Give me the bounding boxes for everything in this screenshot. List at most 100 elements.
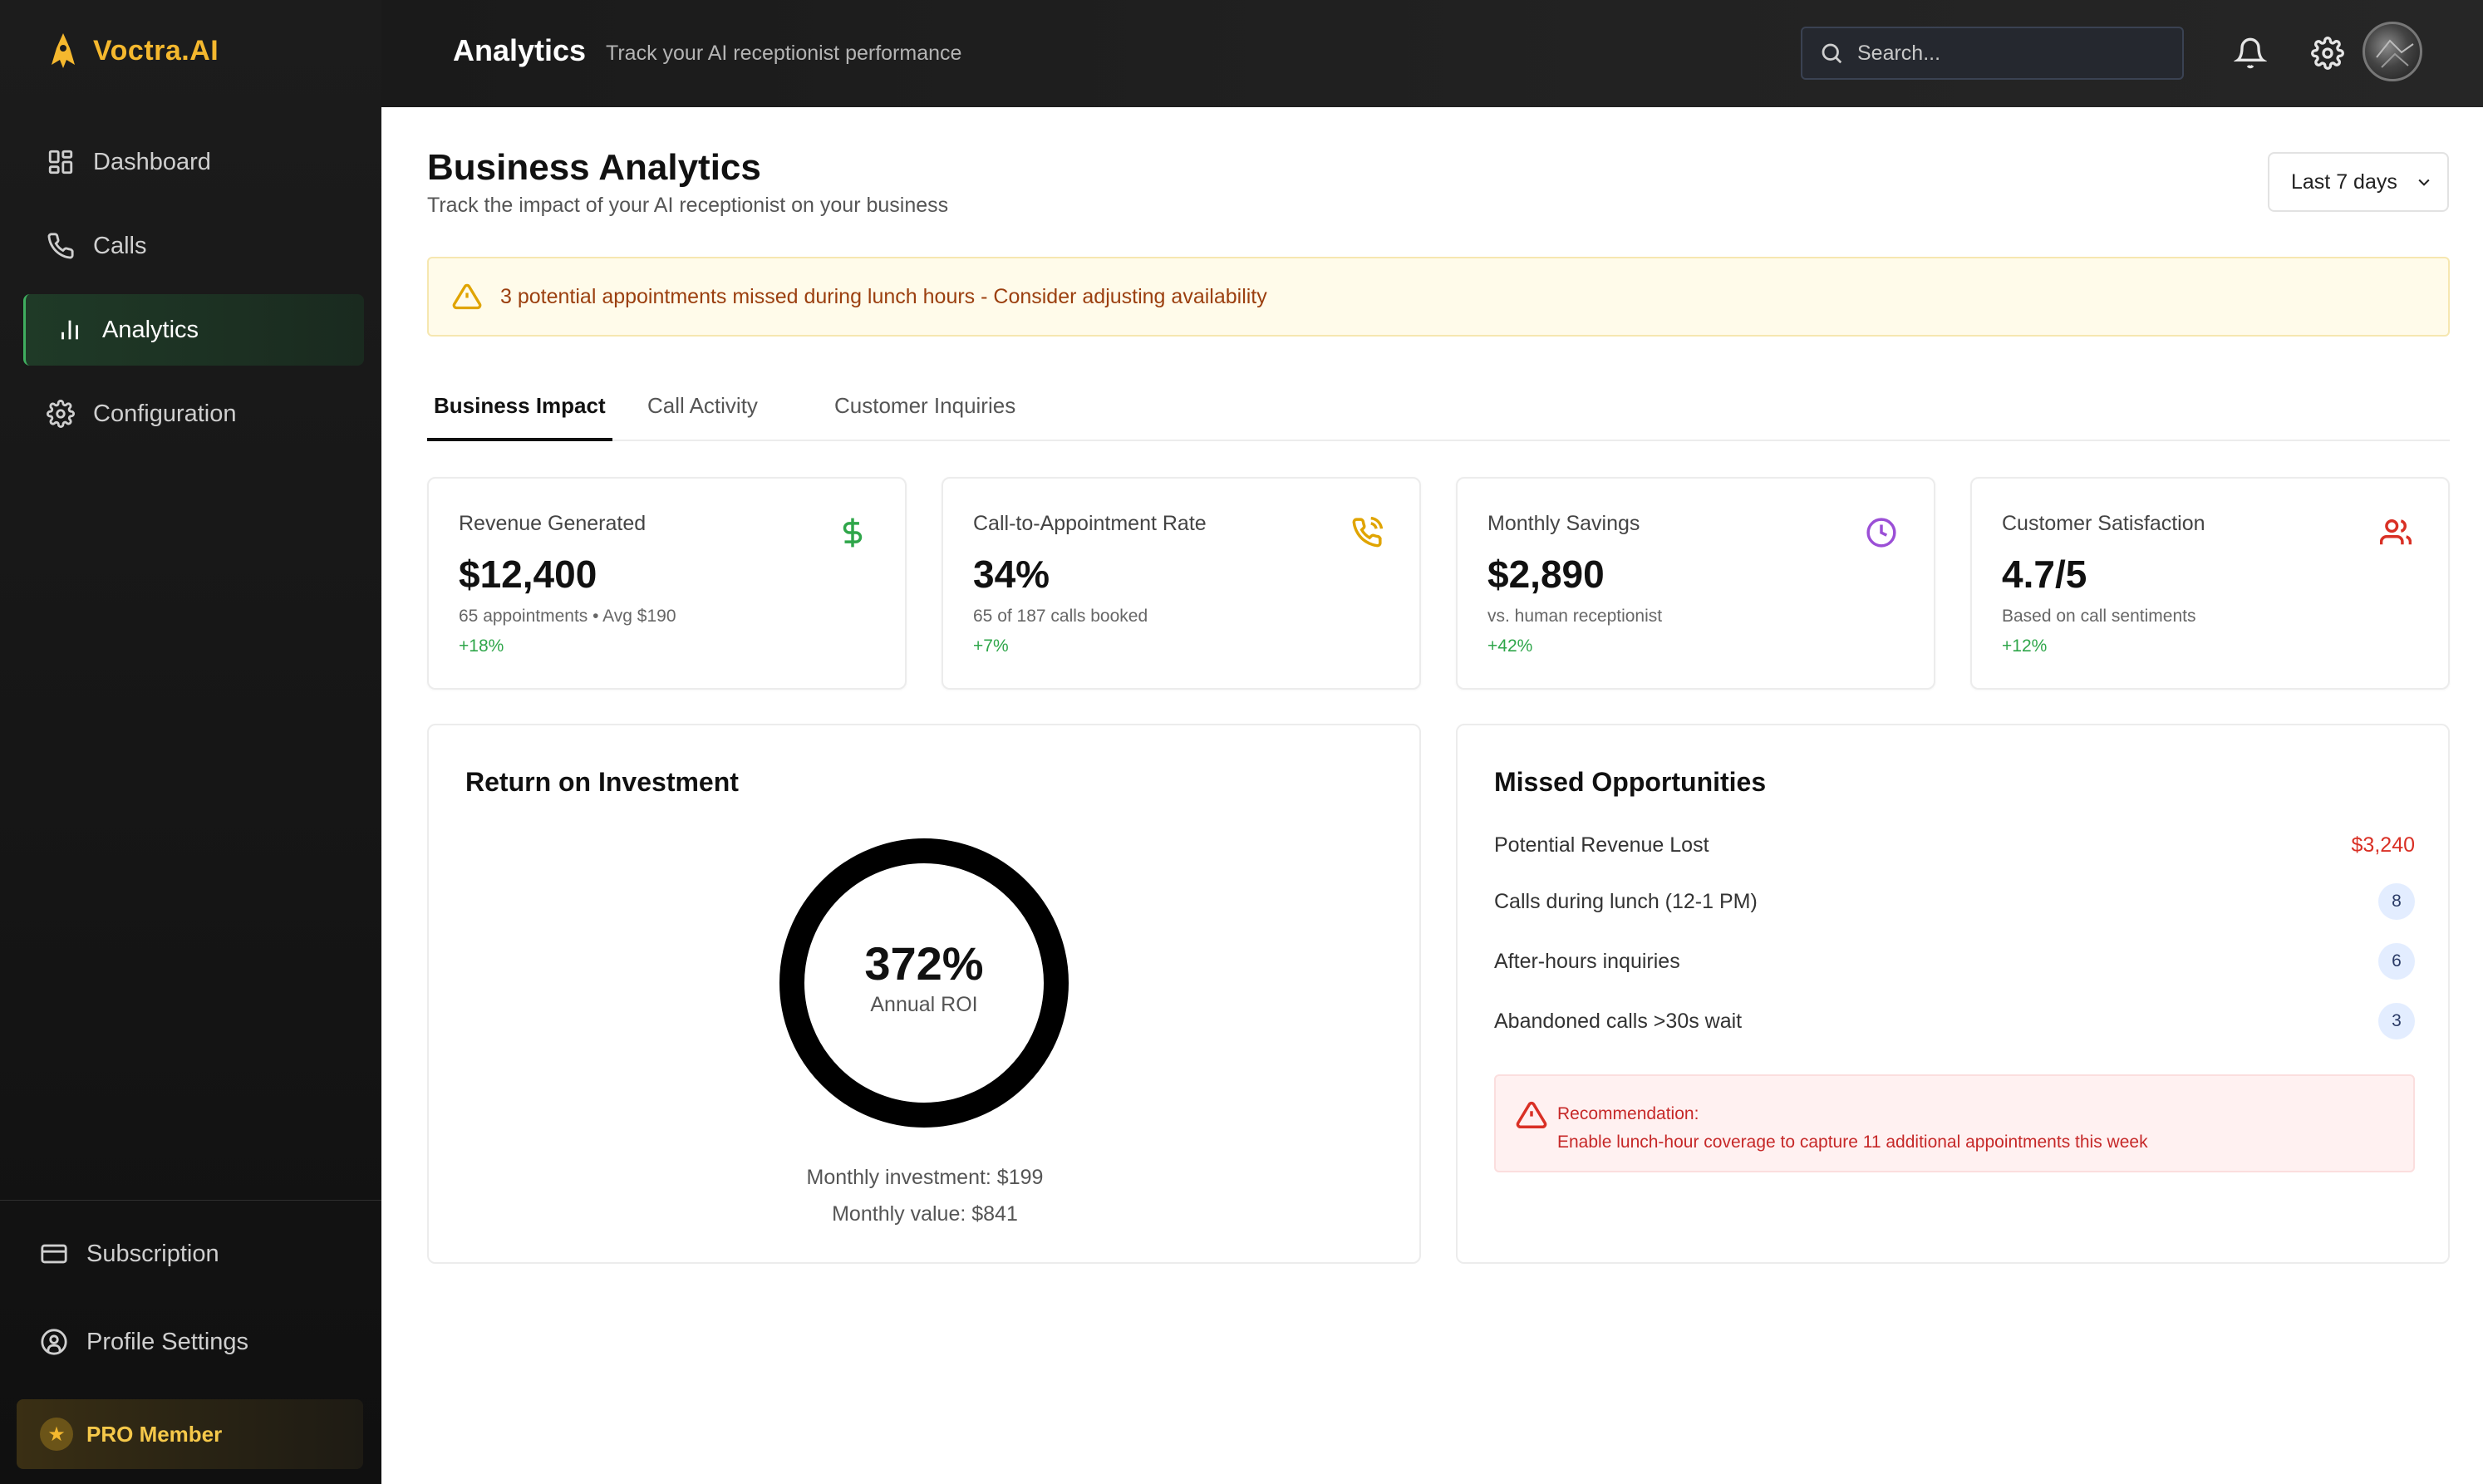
avatar[interactable] <box>2363 22 2422 81</box>
users-icon <box>2379 517 2412 548</box>
date-range-select[interactable]: Last 7 days <box>2268 152 2449 212</box>
roi-panel: Return on Investment 372% Annual ROI Mon… <box>427 724 1421 1264</box>
sidebar: Voctra.AI Dashboard Calls Analytics Conf… <box>0 0 381 1484</box>
roi-investment: Monthly investment: $199 <box>806 1166 1044 1189</box>
metric-card-revenue: Revenue Generated $12,400 65 appointment… <box>427 477 907 690</box>
missed-title: Missed Opportunities <box>1494 767 1767 797</box>
search-icon <box>1822 43 1842 64</box>
count-badge: 8 <box>2378 883 2415 920</box>
metric-card-appointment-rate: Call-to-Appointment Rate 34% 65 of 187 c… <box>942 477 1421 690</box>
pro-member-label: PRO Member <box>86 1421 223 1447</box>
metric-detail: 65 of 187 calls booked <box>973 607 1148 626</box>
sidebar-item-label: Subscription <box>86 1240 219 1267</box>
sidebar-divider <box>0 1200 381 1201</box>
roi-ring: 372% Annual ROI <box>779 838 1069 1128</box>
tab-customer-inquiries[interactable]: Customer Inquiries <box>834 393 1016 418</box>
page-subtitle: Track the impact of your AI receptionist… <box>427 194 949 217</box>
metric-delta: +12% <box>2002 636 2048 656</box>
list-item: Abandoned calls >30s wait 3 <box>1494 996 2415 1046</box>
star-icon: ★ <box>40 1418 73 1451</box>
metric-card-monthly-savings: Monthly Savings $2,890 vs. human recepti… <box>1456 477 1935 690</box>
revenue-lost-row: Potential Revenue Lost $3,240 <box>1494 820 2415 870</box>
missed-row-label: Abandoned calls >30s wait <box>1494 1009 1743 1033</box>
avatar-image-icon <box>2376 39 2414 68</box>
search-input[interactable] <box>1857 41 2156 66</box>
phone-call-icon <box>1351 516 1384 548</box>
bottom-nav: Subscription Profile Settings <box>17 1218 366 1394</box>
user-circle-icon <box>41 1329 67 1355</box>
list-item: Calls during lunch (12-1 PM) 8 <box>1494 877 2415 926</box>
metric-card-customer-satisfaction: Customer Satisfaction 4.7/5 Based on cal… <box>1970 477 2450 690</box>
analytics-tabs: Business Impact Call Activity Customer I… <box>427 381 2450 441</box>
recommendation-text: Enable lunch-hour coverage to capture 11… <box>1557 1133 2148 1152</box>
metric-label: Monthly Savings <box>1487 512 1640 535</box>
metric-value: 34% <box>973 553 1050 596</box>
gear-icon <box>2311 37 2344 70</box>
sidebar-item-configuration[interactable]: Configuration <box>23 378 364 450</box>
sidebar-item-analytics[interactable]: Analytics <box>23 294 364 366</box>
sidebar-item-label: Profile Settings <box>86 1328 249 1355</box>
brand-name: Voctra.AI <box>93 34 219 66</box>
roi-monthly-value: Monthly value: $841 <box>832 1202 1018 1226</box>
gear-icon <box>47 400 75 428</box>
missed-row-label: Calls during lunch (12-1 PM) <box>1494 889 1758 913</box>
page-title: Business Analytics <box>427 147 761 188</box>
recommendation-title: Recommendation: <box>1557 1104 1699 1123</box>
chevron-down-icon <box>2418 179 2430 186</box>
missed-row-label: After-hours inquiries <box>1494 949 1680 973</box>
brand-logo[interactable]: Voctra.AI <box>45 32 219 70</box>
phone-icon <box>47 233 74 259</box>
warning-icon <box>452 283 482 310</box>
sidebar-item-profile-settings[interactable]: Profile Settings <box>17 1306 366 1378</box>
missed-appointments-alert: 3 potential appointments missed during l… <box>427 257 2450 337</box>
missed-opportunities-panel: Missed Opportunities Potential Revenue L… <box>1456 724 2450 1264</box>
sidebar-item-label: Calls <box>93 232 147 259</box>
sidebar-item-subscription[interactable]: Subscription <box>17 1218 366 1290</box>
metric-value: $12,400 <box>459 553 597 596</box>
warning-icon <box>1516 1101 1547 1128</box>
date-range-value: Last 7 days <box>2291 170 2397 194</box>
settings-button[interactable] <box>2311 37 2344 70</box>
rocket-logo-icon <box>52 33 75 68</box>
list-item: After-hours inquiries 6 <box>1494 936 2415 986</box>
tab-call-activity[interactable]: Call Activity <box>647 393 758 418</box>
metric-delta: +42% <box>1487 636 1533 656</box>
sidebar-item-calls[interactable]: Calls <box>23 210 364 282</box>
sidebar-item-label: Configuration <box>93 400 237 427</box>
search-box[interactable] <box>1801 27 2184 80</box>
main-nav: Dashboard Calls Analytics Configuration <box>23 126 364 462</box>
metric-label: Revenue Generated <box>459 512 647 535</box>
sidebar-item-label: Dashboard <box>93 148 211 175</box>
count-badge: 3 <box>2378 1003 2415 1039</box>
metric-label: Call-to-Appointment Rate <box>973 512 1207 535</box>
dollar-icon <box>837 517 868 548</box>
metric-value: 4.7/5 <box>2002 553 2087 596</box>
count-badge: 6 <box>2378 943 2415 980</box>
dashboard-grid-icon <box>48 150 73 174</box>
roi-label: Annual ROI <box>870 993 978 1016</box>
metric-delta: +7% <box>973 636 1009 656</box>
clock-icon <box>1866 517 1897 548</box>
alert-text: 3 potential appointments missed during l… <box>500 284 1267 308</box>
header-subtitle: Track your AI receptionist performance <box>606 42 962 65</box>
metric-delta: +18% <box>459 636 504 656</box>
top-bar: Analytics Track your AI receptionist per… <box>381 0 2483 107</box>
metric-detail: 65 appointments • Avg $190 <box>459 607 676 626</box>
sidebar-item-label: Analytics <box>102 316 199 343</box>
metric-detail: vs. human receptionist <box>1487 607 1663 626</box>
revenue-lost-value: $3,240 <box>2351 833 2415 857</box>
metric-value: $2,890 <box>1487 553 1605 596</box>
bar-chart-icon <box>61 320 78 340</box>
roi-value: 372% <box>864 937 984 990</box>
recommendation-box: Recommendation: Enable lunch-hour covera… <box>1494 1074 2415 1172</box>
pro-member-badge[interactable]: ★ PRO Member <box>17 1399 363 1469</box>
main-content: Business Analytics Track the impact of y… <box>381 107 2483 1484</box>
header-title: Analytics <box>453 33 587 67</box>
revenue-lost-label: Potential Revenue Lost <box>1494 833 1709 857</box>
notifications-button[interactable] <box>2233 37 2268 70</box>
sidebar-item-dashboard[interactable]: Dashboard <box>23 126 364 198</box>
bell-icon <box>2233 37 2268 69</box>
tab-business-impact[interactable]: Business Impact <box>427 381 612 441</box>
roi-title: Return on Investment <box>465 767 739 797</box>
credit-card-icon <box>41 1244 67 1264</box>
